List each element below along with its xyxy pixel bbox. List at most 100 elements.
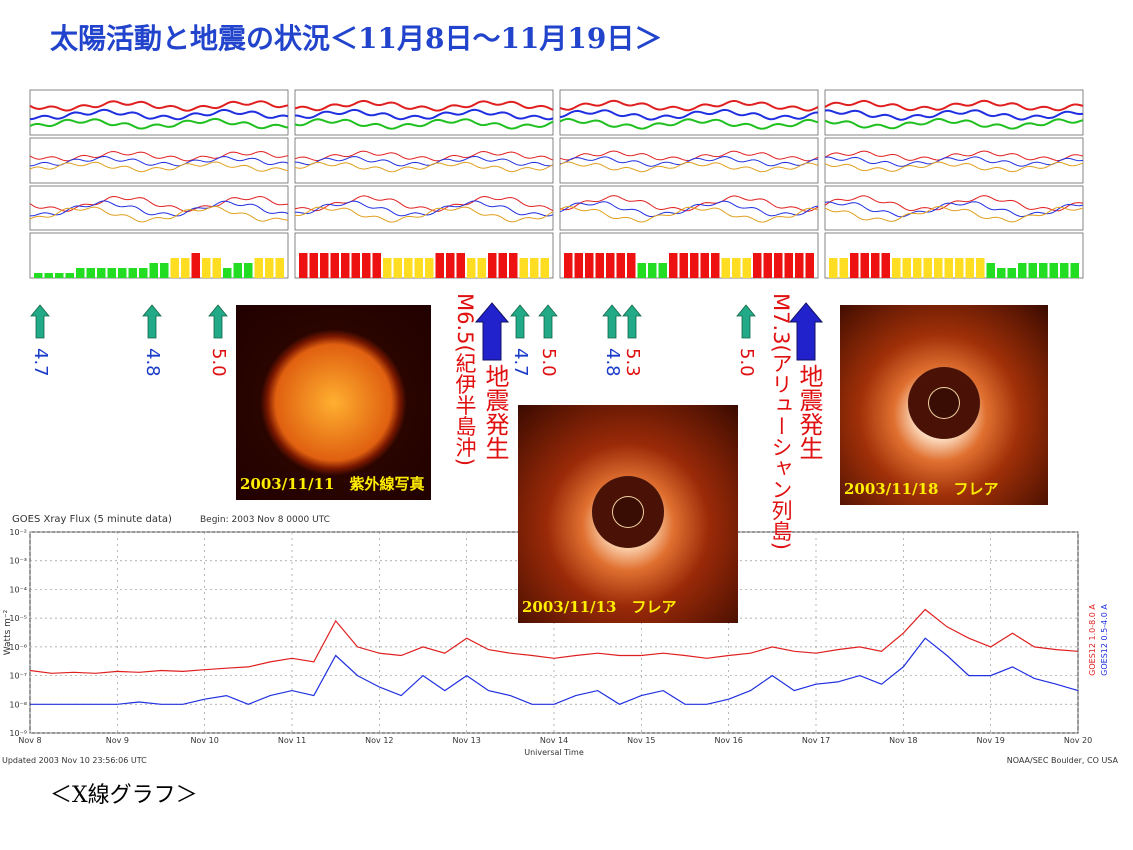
kp-bar — [34, 273, 43, 278]
panel-trace — [294, 195, 554, 212]
kp-bar — [128, 268, 137, 278]
legend-entry: GOES12 1.0-8.0 A — [1088, 604, 1097, 676]
kp-bar — [711, 253, 720, 278]
kp-bar — [467, 258, 476, 278]
kp-bar — [690, 253, 699, 278]
y-tick-label: 10⁻⁸ — [9, 700, 27, 709]
kp-bar — [923, 258, 932, 278]
magnitude-label: 5.0 — [208, 348, 229, 377]
y-axis-label: Watts m⁻² — [3, 609, 13, 655]
kp-bar — [265, 258, 274, 278]
magnitude-label: 4.7 — [30, 348, 51, 377]
title: 太陽活動と地震の状況＜11月8日～11月19日＞ — [50, 22, 662, 55]
note: Updated 2003 Nov 10 23:56:06 UTC — [2, 756, 147, 765]
x-axis-label: Universal Time — [524, 748, 584, 757]
kp-bar — [149, 263, 158, 278]
kp-bar — [223, 268, 232, 278]
kp-bar — [860, 253, 869, 278]
earthquake-magnitude: M6.5(紀伊半島沖) — [453, 293, 477, 466]
photo-caption: 2003/11/13 フレア — [522, 598, 677, 616]
arrow — [30, 304, 50, 339]
x-tick-label: Nov 19 — [976, 736, 1004, 745]
x-tick-label: Nov 11 — [278, 736, 306, 745]
kp-bar — [955, 258, 964, 278]
panel-frame — [294, 185, 554, 231]
x-tick-label: Nov 12 — [365, 736, 393, 745]
kp-bar — [1060, 263, 1069, 278]
x-tick-label: Nov 10 — [190, 736, 218, 745]
chart-title: GOES Xray Flux (5 minute data) — [12, 514, 172, 525]
panel-frame — [559, 137, 819, 184]
panel-frame — [29, 232, 289, 279]
y-tick-label: 10⁻⁴ — [9, 585, 27, 594]
kp-bar — [351, 253, 360, 278]
x-tick-label: Nov 14 — [540, 736, 568, 745]
kp-bar — [191, 253, 200, 278]
arrow — [736, 304, 756, 339]
photo-caption: 2003/11/18 フレア — [844, 480, 999, 498]
kp-bar — [892, 258, 901, 278]
panel-frame — [294, 89, 554, 136]
kp-bar — [275, 258, 284, 278]
kp-bar — [944, 258, 953, 278]
kp-bar — [784, 253, 793, 278]
kp-bar — [913, 258, 922, 278]
y-tick-label: 10⁻⁹ — [9, 729, 27, 738]
kp-bar — [658, 263, 667, 278]
kp-bar — [107, 268, 116, 278]
kp-bar — [477, 258, 486, 278]
magnitude-label: 4.8 — [602, 348, 623, 377]
x-tick-label: Nov 8 — [18, 736, 41, 745]
magnitude-label: 5.3 — [622, 348, 643, 377]
panel-trace — [559, 161, 819, 173]
panel-trace — [29, 108, 289, 121]
panel-frame — [29, 89, 289, 136]
chart-subtitle: Begin: 2003 Nov 8 0000 UTC — [200, 515, 330, 525]
kp-bar — [320, 253, 329, 278]
panel-trace — [294, 161, 554, 173]
kp-bar — [170, 258, 179, 278]
kp-bar — [372, 253, 381, 278]
kp-bar — [616, 253, 625, 278]
panel-trace — [559, 205, 819, 223]
y-tick-label: 10⁻⁷ — [9, 672, 27, 681]
kp-bar — [763, 253, 772, 278]
panel-trace — [29, 150, 289, 162]
x-tick-label: Nov 20 — [1064, 736, 1092, 745]
kp-bar — [648, 263, 657, 278]
panel-trace — [559, 108, 819, 121]
kp-bar — [498, 253, 507, 278]
panel-trace — [294, 150, 554, 162]
panel-trace — [824, 156, 1084, 167]
panel-trace — [824, 195, 1084, 212]
kp-bar — [233, 263, 242, 278]
xray-line — [30, 637, 1079, 705]
kp-bar — [721, 258, 730, 278]
kp-bar — [965, 258, 974, 278]
panel-trace — [559, 150, 819, 162]
kp-bar — [383, 258, 392, 278]
panel-trace — [559, 200, 819, 217]
kp-bar — [585, 253, 594, 278]
kp-bar — [774, 253, 783, 278]
panel-frame — [824, 232, 1084, 279]
panel-trace — [29, 100, 289, 112]
panel-trace — [29, 155, 289, 167]
kp-bar — [574, 253, 583, 278]
y-tick-label: 10⁻⁵ — [9, 614, 27, 623]
kp-bar — [404, 258, 413, 278]
arrow — [622, 304, 642, 339]
panel-trace — [824, 205, 1084, 223]
kp-bar — [1039, 263, 1048, 278]
kp-bar — [76, 268, 85, 278]
kp-bar — [202, 258, 211, 278]
kp-bar — [244, 263, 253, 278]
kp-bar — [118, 268, 127, 278]
kp-bar — [1028, 263, 1037, 278]
panel-frame — [29, 137, 289, 184]
panel-trace — [824, 117, 1084, 130]
panel-trace — [294, 118, 554, 130]
kp-bar — [742, 258, 751, 278]
kp-bar — [65, 273, 74, 278]
